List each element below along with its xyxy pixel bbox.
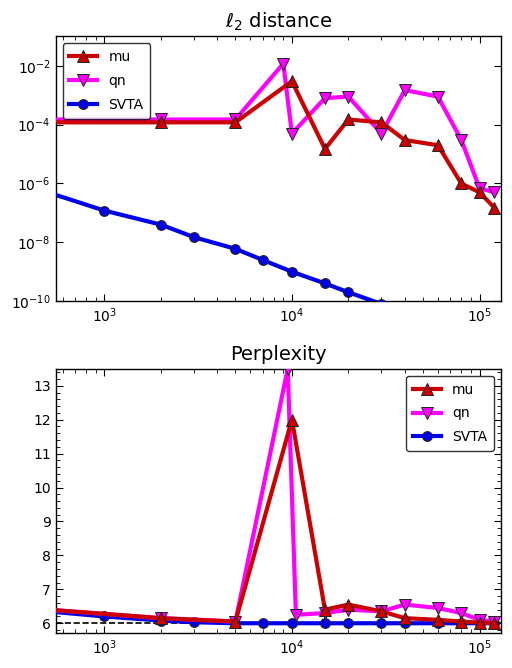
qn (232, 617, 239, 625)
mu (492, 204, 498, 212)
SVTA (435, 321, 441, 329)
SVTA (101, 613, 108, 621)
SVTA (378, 300, 385, 308)
SVTA (402, 309, 408, 317)
SVTA (322, 619, 328, 627)
SVTA (45, 607, 51, 615)
mu (322, 145, 328, 153)
qn (232, 116, 239, 124)
mu (232, 617, 239, 625)
qn (280, 59, 286, 67)
mu (345, 116, 351, 124)
Legend: mu, qn, SVTA: mu, qn, SVTA (406, 375, 494, 451)
qn (293, 611, 299, 619)
mu (345, 601, 351, 609)
SVTA (345, 619, 351, 627)
mu (435, 616, 441, 624)
qn (322, 94, 328, 102)
Title: $\ell_2$ distance: $\ell_2$ distance (225, 11, 332, 33)
Line: qn: qn (42, 58, 500, 198)
qn (45, 116, 51, 124)
mu (402, 136, 408, 144)
qn (345, 93, 351, 101)
mu (477, 188, 483, 196)
Line: qn: qn (42, 363, 500, 627)
SVTA (232, 619, 239, 627)
SVTA (260, 619, 266, 627)
qn (285, 365, 291, 373)
qn (492, 188, 498, 196)
mu (458, 180, 464, 188)
qn (289, 130, 295, 138)
SVTA (492, 349, 498, 357)
mu (435, 141, 441, 149)
qn (458, 609, 464, 617)
SVTA (289, 619, 295, 627)
qn (435, 93, 441, 101)
SVTA (260, 256, 266, 264)
mu (378, 118, 385, 126)
mu (289, 415, 295, 424)
SVTA (158, 617, 164, 625)
Line: SVTA: SVTA (43, 188, 499, 357)
SVTA (378, 619, 385, 627)
mu (477, 619, 483, 627)
qn (402, 86, 408, 94)
mu (45, 118, 51, 126)
qn (322, 609, 328, 617)
SVTA (345, 289, 351, 297)
mu (232, 118, 239, 126)
mu (322, 606, 328, 614)
SVTA (45, 188, 51, 196)
SVTA (435, 619, 441, 627)
SVTA (458, 619, 464, 627)
mu (378, 607, 385, 615)
SVTA (191, 618, 197, 626)
mu (492, 619, 498, 627)
SVTA (492, 619, 498, 627)
qn (158, 614, 164, 622)
mu (158, 118, 164, 126)
mu (402, 614, 408, 622)
qn (458, 136, 464, 144)
qn (345, 606, 351, 614)
SVTA (191, 233, 197, 241)
Line: mu: mu (42, 414, 500, 629)
mu (158, 614, 164, 622)
Title: Perplexity: Perplexity (230, 345, 327, 365)
SVTA (322, 279, 328, 287)
SVTA (477, 619, 483, 627)
qn (378, 607, 385, 615)
qn (378, 130, 385, 138)
SVTA (477, 342, 483, 350)
SVTA (458, 331, 464, 339)
Legend: mu, qn, SVTA: mu, qn, SVTA (62, 43, 151, 119)
mu (289, 77, 295, 86)
Line: mu: mu (42, 75, 500, 213)
qn (477, 184, 483, 192)
SVTA (402, 619, 408, 627)
qn (477, 616, 483, 624)
qn (45, 606, 51, 614)
qn (402, 601, 408, 609)
SVTA (101, 206, 108, 214)
SVTA (289, 268, 295, 276)
qn (492, 617, 498, 625)
mu (45, 606, 51, 614)
SVTA (158, 220, 164, 228)
qn (435, 604, 441, 612)
SVTA (232, 244, 239, 253)
qn (158, 116, 164, 124)
mu (458, 617, 464, 625)
Line: SVTA: SVTA (43, 607, 499, 628)
